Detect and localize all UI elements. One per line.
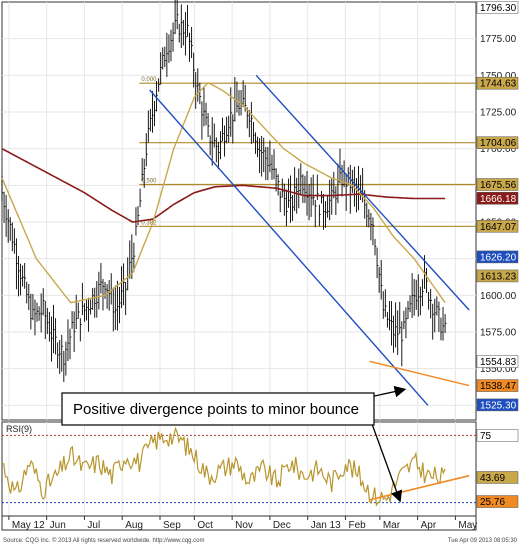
x-tick-label: Feb (348, 520, 366, 531)
fib-ratio-label: 0.000 (141, 77, 157, 83)
fib-ratio-label: 0.500 (141, 179, 157, 185)
rsi-panel: RSI(9) 75 43.69 25.76 (1, 421, 519, 517)
x-axis: May 12 Jun Jul Aug Sep Oct Nov Dec Jan 13 Feb Mar A… (1, 515, 477, 531)
price-tag-bg (476, 269, 519, 283)
price-tag: 1525.30 (476, 398, 519, 412)
price-tag: 1554.83 (476, 355, 519, 368)
annotation-arrow-rsi (371, 423, 403, 503)
x-tick-label: May 12 (12, 520, 45, 531)
price-panel: 0.000 0.500 0.382 1775.00 1750.00 1725.00 170… (1, 0, 519, 421)
price-tick-label: 1700.00 (480, 144, 517, 155)
x-tick-label: Sep (163, 520, 181, 531)
price-tag: 1675.56 (476, 178, 519, 191)
rsi-value-tags: 75 43.69 25.76 (476, 429, 519, 508)
price-tag-bg (476, 379, 519, 392)
price-tag-label: 1538.47 (480, 381, 517, 392)
x-tick-label: May (458, 520, 477, 531)
footer-timestamp: Tue Apr 09 2013 08:05:30 (448, 538, 518, 544)
price-tag-label: 1704.06 (480, 138, 517, 149)
price-tick-label: 1725.00 (480, 108, 517, 119)
rsi-tag: 43.69 (476, 471, 519, 484)
x-tick-label: Apr (421, 520, 437, 531)
price-tag: 1538.47 (476, 379, 519, 392)
channel-line (255, 74, 470, 311)
x-tick-label: Mar (383, 520, 401, 531)
price-value-tags: 1796.30 1744.63 1704.06 1675.56 1666.18 1647.… (476, 1, 519, 412)
x-tick-label: Jul (87, 520, 100, 531)
annotation-box (61, 392, 375, 426)
price-tick-label: 1600.00 (480, 291, 517, 302)
price-tag-bg (476, 192, 519, 205)
price-tag: 1744.63 (476, 76, 519, 90)
price-tag-label: 1626.20 (480, 252, 517, 263)
annotation-arrow-price (369, 385, 407, 398)
price-tag-bg (476, 76, 519, 90)
price-tag-label: 1613.23 (480, 271, 517, 282)
channel-lines (149, 74, 470, 406)
price-tag-bg (476, 178, 519, 191)
x-axis-frame (1, 515, 477, 531)
ma-long-line (1, 147, 446, 223)
rsi-divergence-line (369, 474, 470, 501)
price-tag: 1666.18 (476, 192, 519, 205)
price-tag-label: 1666.18 (480, 194, 517, 205)
price-tick-label: 1750.00 (480, 71, 517, 82)
price-tag: 1704.06 (476, 136, 519, 149)
rsi-line (1, 426, 446, 507)
rsi-tag-bg (476, 495, 519, 508)
channel-line (149, 89, 429, 406)
rsi-tag: 75 (476, 429, 519, 442)
rsi-levels (2, 434, 476, 504)
rsi-grid (8, 422, 456, 516)
price-tag-label: 1675.56 (480, 180, 517, 191)
price-tag-bg (476, 220, 519, 233)
x-tick-label: Nov (235, 520, 253, 531)
price-tag-bg (476, 355, 519, 368)
price-tag-bg (476, 136, 519, 149)
x-tick-label: Dec (273, 520, 291, 531)
price-panel-frame (1, 1, 477, 421)
x-tick-label: Oct (197, 520, 213, 531)
channel-line (369, 360, 470, 387)
rsi-tag-bg (476, 429, 519, 442)
price-tag-label: 1554.83 (480, 357, 517, 368)
price-tag: 1626.20 (476, 250, 519, 264)
fib-ratio-label: 0.382 (141, 220, 157, 226)
annotation-text: Positive divergence points to minor boun… (73, 401, 359, 418)
price-tag-bg (476, 250, 519, 264)
price-tag: 1796.30 (476, 1, 519, 14)
price-tick-label: 1575.00 (480, 328, 517, 339)
price-tag-label: 1647.07 (480, 222, 517, 233)
rsi-label: RSI(9) (6, 424, 32, 434)
annotation: Positive divergence points to minor boun… (61, 385, 407, 503)
price-tag-label: 1525.30 (480, 400, 517, 411)
x-tick-label: Jun (50, 520, 66, 531)
price-tick-label: 1775.00 (480, 34, 517, 45)
price-tick-label: 1550.00 (480, 364, 517, 375)
price-tag-bg (476, 1, 519, 14)
price-tag-label: 1796.30 (480, 3, 517, 14)
price-tag-label: 1744.63 (480, 79, 517, 90)
price-tag: 1647.07 (476, 220, 519, 233)
rsi-tag-label: 43.69 (480, 473, 505, 484)
rsi-tag: 25.76 (476, 495, 519, 508)
price-tag-bg (476, 398, 519, 412)
price-tag: 1613.23 (476, 269, 519, 283)
rsi-tag-label: 75 (480, 431, 492, 442)
price-bars (1, 0, 447, 383)
x-tick-label: Jan 13 (311, 520, 341, 531)
rsi-tag-label: 25.76 (480, 497, 505, 508)
rsi-tag-bg (476, 471, 519, 484)
x-tick-label: Aug (125, 520, 143, 531)
ma-short-line (1, 81, 446, 304)
footer-source: Source: CQG Inc. © 2013 All rights reser… (3, 537, 205, 544)
